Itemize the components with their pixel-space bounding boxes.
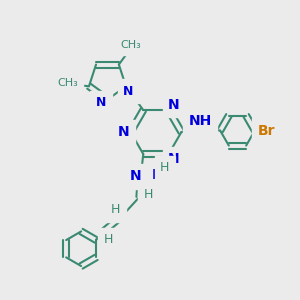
Text: N: N [130, 169, 141, 183]
Text: N: N [123, 85, 134, 98]
Text: N: N [118, 125, 130, 139]
Text: N: N [96, 96, 106, 109]
Text: H: H [111, 203, 120, 216]
Text: N: N [168, 98, 180, 112]
Text: N: N [152, 168, 164, 182]
Text: H: H [160, 161, 170, 174]
Text: H: H [144, 188, 153, 201]
Text: CH₃: CH₃ [120, 40, 141, 50]
Text: NH: NH [188, 114, 212, 128]
Text: Br: Br [258, 124, 275, 138]
Text: CH₃: CH₃ [57, 78, 78, 88]
Text: H: H [103, 233, 113, 246]
Text: N: N [168, 152, 180, 167]
